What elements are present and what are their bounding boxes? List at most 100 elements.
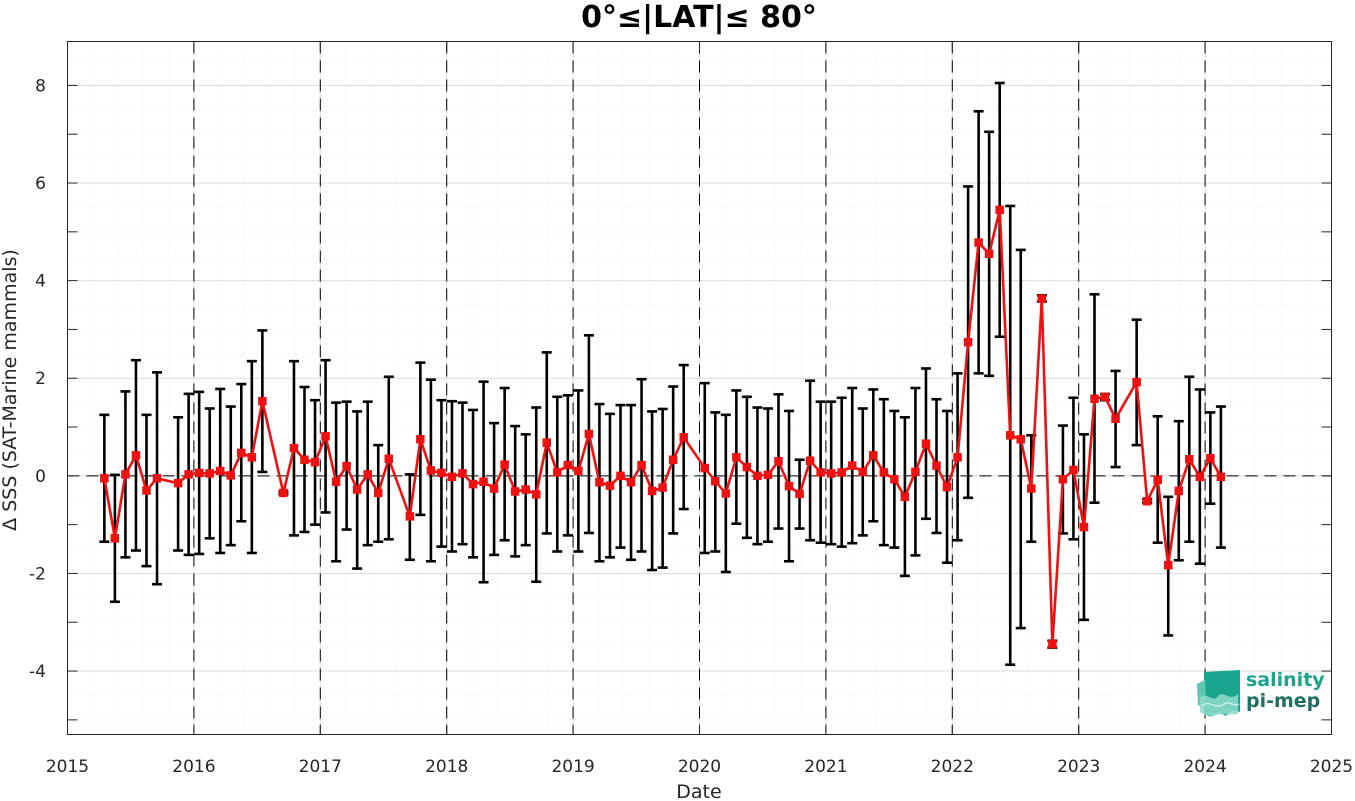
data-point bbox=[942, 482, 952, 492]
data-point bbox=[647, 486, 657, 496]
logo-line2: pi-mep bbox=[1246, 690, 1320, 712]
data-point bbox=[1048, 639, 1057, 649]
data-point bbox=[858, 467, 868, 477]
wave-icon bbox=[1197, 670, 1240, 717]
x-tick-label: 2021 bbox=[804, 757, 847, 777]
data-point bbox=[563, 460, 573, 470]
data-point bbox=[542, 438, 552, 447]
data-point bbox=[121, 470, 130, 479]
data-point bbox=[152, 474, 162, 483]
data-point bbox=[574, 466, 583, 476]
data-point bbox=[384, 454, 394, 464]
data-point bbox=[1027, 484, 1036, 493]
data-point bbox=[468, 479, 478, 489]
data-point bbox=[847, 461, 857, 470]
data-point bbox=[247, 453, 257, 462]
y-tick-label: 8 bbox=[35, 76, 46, 96]
y-axis-title: Δ SSS (SAT-Marine mammals) bbox=[0, 249, 21, 531]
data-point bbox=[237, 448, 246, 458]
data-point bbox=[1005, 431, 1015, 440]
data-point bbox=[816, 468, 825, 477]
data-point bbox=[1142, 496, 1152, 506]
x-tick-label: 2016 bbox=[172, 757, 215, 777]
data-point bbox=[426, 466, 436, 475]
salinity-pimep-logo: salinity pi-mep bbox=[1197, 669, 1325, 717]
data-point bbox=[363, 470, 372, 479]
data-point bbox=[458, 469, 467, 478]
data-point bbox=[1069, 465, 1078, 475]
data-point bbox=[1206, 454, 1215, 463]
data-point bbox=[100, 474, 109, 483]
data-point bbox=[963, 337, 973, 347]
data-point bbox=[226, 471, 236, 480]
data-point bbox=[437, 468, 446, 478]
x-tick-label: 2025 bbox=[1310, 757, 1353, 777]
data-point bbox=[584, 429, 594, 439]
data-point bbox=[310, 457, 320, 467]
data-point bbox=[795, 489, 804, 499]
data-point bbox=[1037, 294, 1047, 303]
series-markers bbox=[100, 205, 1226, 649]
data-point bbox=[300, 455, 309, 464]
x-tick-label: 2020 bbox=[678, 757, 721, 777]
data-point bbox=[416, 434, 425, 444]
chart-title: 0°≤|LAT|≤ 80° bbox=[581, 0, 817, 35]
data-point bbox=[668, 455, 678, 464]
data-point bbox=[837, 468, 846, 477]
data-point bbox=[1195, 472, 1205, 482]
data-point bbox=[774, 456, 783, 466]
x-tick-label: 2015 bbox=[46, 757, 89, 777]
y-tick-label: 0 bbox=[35, 467, 46, 487]
data-point bbox=[173, 478, 183, 488]
data-point bbox=[1216, 472, 1226, 482]
data-point bbox=[1079, 522, 1089, 532]
data-point bbox=[732, 453, 741, 462]
data-point bbox=[352, 485, 362, 494]
data-point bbox=[900, 492, 910, 502]
data-point bbox=[742, 462, 752, 472]
ticks bbox=[67, 41, 1332, 735]
data-point bbox=[995, 205, 1004, 215]
x-tick-labels: 2015 2016 2017 2018 2019 2020 2021 2022 2023 2024… bbox=[46, 757, 1353, 777]
data-point bbox=[1174, 486, 1184, 496]
data-point bbox=[1090, 394, 1099, 403]
data-point bbox=[321, 432, 330, 441]
data-point bbox=[711, 476, 720, 486]
data-point bbox=[184, 470, 193, 479]
x-tick-label: 2023 bbox=[1057, 757, 1100, 777]
data-point bbox=[489, 484, 499, 493]
data-point bbox=[215, 466, 225, 476]
data-point bbox=[1058, 475, 1068, 484]
data-point bbox=[953, 453, 962, 462]
data-point bbox=[131, 451, 141, 460]
data-point bbox=[1132, 377, 1141, 387]
data-point bbox=[984, 249, 994, 259]
data-point bbox=[974, 238, 983, 247]
y-tick-label: -4 bbox=[29, 662, 46, 682]
y-tick-label: 2 bbox=[35, 369, 46, 389]
data-point bbox=[1185, 455, 1194, 464]
data-point bbox=[1016, 434, 1026, 444]
data-point bbox=[753, 471, 762, 481]
data-point bbox=[921, 439, 931, 448]
data-point bbox=[869, 451, 878, 460]
data-point bbox=[805, 456, 815, 465]
data-point bbox=[595, 477, 604, 487]
x-tick-label: 2024 bbox=[1183, 757, 1226, 777]
data-point bbox=[679, 433, 688, 442]
y-tick-label: -2 bbox=[29, 564, 46, 584]
data-point bbox=[142, 486, 151, 495]
data-point bbox=[658, 483, 667, 492]
data-point bbox=[784, 481, 794, 491]
data-point bbox=[205, 469, 214, 478]
data-point bbox=[879, 468, 889, 477]
data-point bbox=[342, 461, 351, 471]
data-point bbox=[447, 472, 457, 482]
data-point bbox=[331, 477, 341, 486]
x-tick-label: 2019 bbox=[551, 757, 594, 777]
data-point bbox=[932, 461, 941, 470]
logo-line1: salinity bbox=[1246, 669, 1325, 691]
data-point bbox=[605, 481, 615, 490]
data-point bbox=[721, 489, 731, 498]
